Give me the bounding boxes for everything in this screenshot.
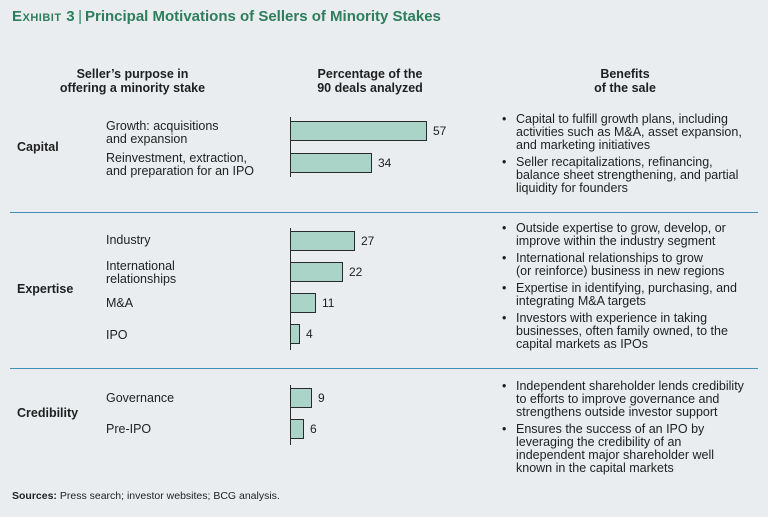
- row-label-governance: Governance: [106, 391, 175, 405]
- bar-value-label: 4: [306, 327, 313, 341]
- sources-text: Press search; investor websites; BCG ana…: [56, 490, 280, 502]
- bar: [290, 231, 355, 251]
- benefit-text: Investors with experience in taking busi…: [516, 311, 728, 351]
- group-label-capital: Capital: [17, 140, 59, 154]
- benefit-text: Seller recapitalizations, refinancing, b…: [516, 155, 739, 195]
- benefit-item: • Ensures the success of an IPO by levera…: [502, 423, 758, 475]
- benefit-item: • Investors with experience in taking bus…: [502, 312, 758, 351]
- benefit-text: Outside expertise to grow, develop, or i…: [516, 221, 726, 248]
- title-separator: |: [78, 8, 82, 25]
- bar-axis: [290, 228, 291, 350]
- header-benefits: Benefits of the sale: [594, 67, 656, 95]
- group-label-credibility: Credibility: [17, 406, 79, 420]
- sources-label: Sources:: [12, 490, 57, 502]
- bar-value-label: 22: [349, 265, 363, 279]
- bar: [290, 121, 427, 141]
- section-divider: [10, 212, 758, 213]
- bullet-icon: •: [502, 155, 507, 169]
- row-label-pre-ipo: Pre-IPO: [106, 422, 152, 436]
- header-purpose: Seller’s purpose in offering a minority …: [59, 67, 206, 95]
- bar-value-label: 11: [322, 296, 335, 310]
- row-label-ma: M&A: [106, 296, 134, 310]
- benefit-item: • Seller recapitalizations, refinancing, …: [502, 156, 758, 195]
- bar: [290, 262, 343, 282]
- row-label-international: International relationships: [106, 259, 177, 286]
- exhibit-title-text: Principal Motivations of Sellers of Mino…: [84, 8, 441, 25]
- row-label-growth: Growth: acquisitions and expansion: [106, 119, 219, 146]
- bar-axis: [290, 385, 291, 445]
- benefit-text: Independent shareholder lends credibilit…: [516, 379, 744, 419]
- bar-value-label: 9: [318, 391, 325, 405]
- bullet-icon: •: [502, 251, 507, 265]
- bar-axis: [290, 117, 291, 177]
- bar-value-label: 34: [378, 156, 392, 170]
- exhibit-number: Exhibit 3: [12, 8, 76, 25]
- bar: [290, 388, 312, 408]
- bullet-icon: •: [502, 221, 507, 235]
- bullet-icon: •: [502, 379, 507, 393]
- bar: [290, 419, 304, 439]
- bar: [290, 293, 316, 313]
- bar-value-label: 57: [433, 124, 447, 138]
- bullet-icon: •: [502, 422, 507, 436]
- bar: [290, 324, 300, 344]
- benefit-text: Capital to fulfill growth plans, includi…: [516, 112, 742, 152]
- benefit-item: • Capital to fulfill growth plans, includ…: [502, 113, 758, 152]
- row-label-reinvestment: Reinvestment, extraction, and preparatio…: [106, 151, 255, 178]
- benefit-text: Expertise in identifying, purchasing, an…: [516, 281, 737, 308]
- benefit-item: • International relationships to grow (or…: [502, 252, 758, 278]
- benefit-item: • Expertise in identifying, purchasing, a…: [502, 282, 758, 308]
- bullet-icon: •: [502, 311, 507, 325]
- exhibit-title: Exhibit 3 | Principal Motivations of Selle…: [12, 8, 441, 25]
- benefit-item: • Outside expertise to grow, develop, or …: [502, 222, 758, 248]
- header-percentage: Percentage of the 90 deals analyzed: [317, 67, 423, 95]
- row-label-ipo: IPO: [106, 328, 128, 342]
- benefit-item: • Independent shareholder lends credibili…: [502, 380, 758, 419]
- row-label-industry: Industry: [106, 233, 151, 247]
- bullet-icon: •: [502, 281, 507, 295]
- bar-value-label: 27: [361, 234, 375, 248]
- bar-value-label: 6: [310, 422, 317, 436]
- benefit-text: International relationships to grow (or …: [516, 251, 725, 278]
- bullet-icon: •: [502, 112, 507, 126]
- section-divider: [10, 368, 758, 369]
- benefit-text: Ensures the success of an IPO by leverag…: [516, 422, 715, 475]
- group-label-expertise: Expertise: [17, 282, 74, 296]
- sources-note: Sources: Press search; investor websites…: [12, 490, 280, 502]
- bar: [290, 153, 372, 173]
